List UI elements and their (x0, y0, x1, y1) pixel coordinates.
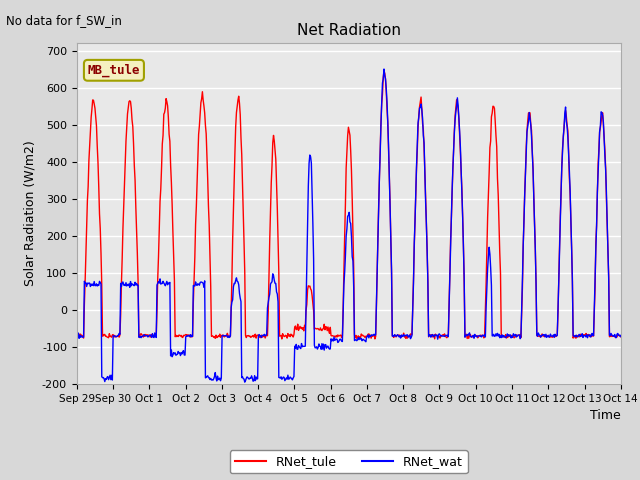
RNet_wat (380, 66, 388, 72)
RNet_tule (139, 333, 147, 339)
RNet_wat (241, 379, 248, 385)
RNet_wat (417, 105, 424, 110)
RNet_tule (617, 334, 625, 340)
RNet_tule (83, 221, 90, 227)
Text: No data for f_SW_in: No data for f_SW_in (6, 14, 122, 27)
RNet_tule (73, 330, 81, 336)
Y-axis label: Solar Radiation (W/m2): Solar Radiation (W/m2) (24, 141, 36, 287)
Text: MB_tule: MB_tule (88, 64, 140, 77)
Line: RNet_wat: RNet_wat (77, 69, 621, 382)
RNet_tule (417, 99, 424, 105)
RNet_wat (433, 332, 440, 338)
RNet_tule (194, 156, 202, 161)
Line: RNet_tule: RNet_tule (77, 71, 621, 339)
RNet_wat (139, 334, 147, 339)
RNet_wat (83, 284, 90, 289)
Legend: RNet_tule, RNet_wat: RNet_tule, RNet_wat (230, 450, 468, 473)
RNet_wat (194, 281, 202, 287)
RNet_tule (380, 68, 388, 74)
RNet_wat (223, 333, 230, 338)
X-axis label: Time: Time (590, 409, 621, 422)
RNet_wat (617, 334, 625, 339)
RNet_tule (223, 333, 230, 338)
RNet_tule (433, 332, 440, 338)
RNet_tule (278, 336, 285, 342)
Title: Net Radiation: Net Radiation (297, 23, 401, 38)
RNet_wat (73, 334, 81, 339)
